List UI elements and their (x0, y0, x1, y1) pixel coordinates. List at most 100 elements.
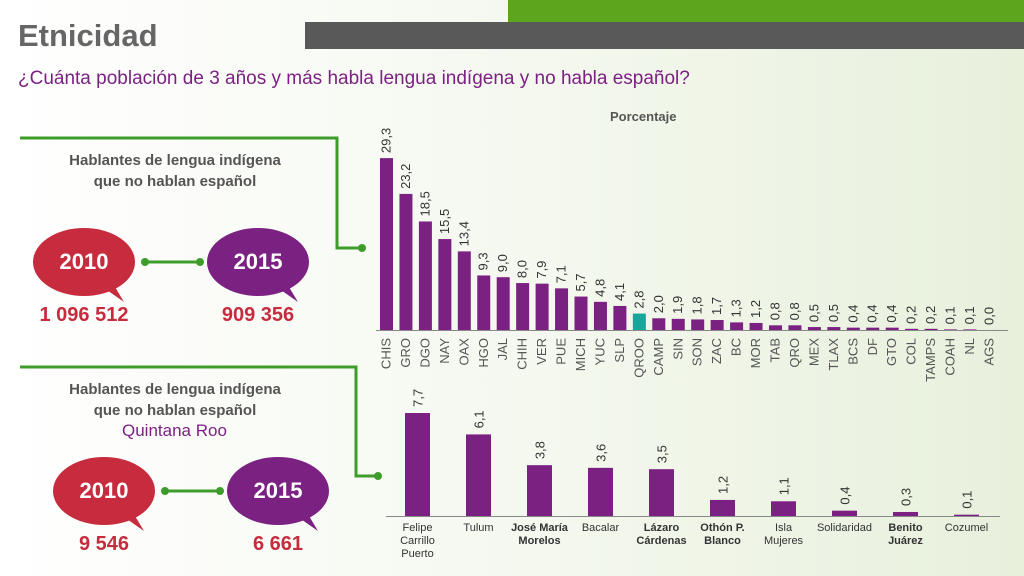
state-value-label: 1,7 (709, 297, 724, 315)
state-bar-slp (613, 305, 627, 330)
bottom-connector-dot (374, 472, 382, 480)
state-value-label: 18,5 (417, 191, 432, 216)
state-tick-label: COL (904, 338, 919, 365)
state-bar-mich (574, 296, 588, 330)
state-bar-yuc (593, 301, 607, 330)
top-year-b: 2015 (233, 249, 283, 274)
state-value-label: 0,4 (884, 305, 899, 323)
state-bar-qro (788, 325, 802, 330)
bottom-bubble-b (227, 457, 329, 531)
bottom-count-a: 9 546 (78, 533, 130, 555)
top-box-heading: Hablantes de lengua indígena que no habl… (20, 150, 330, 192)
bottom-box-heading-line2: que no hablan español (93, 402, 257, 419)
state-tick-label: MOR (748, 338, 763, 368)
bottom-bubble-a (53, 457, 155, 531)
state-tick-label: SIN (670, 338, 685, 360)
state-tick-label: MEX (806, 338, 821, 367)
state-tick-label: CHIH (515, 338, 530, 370)
municipio-bar (527, 465, 552, 516)
state-tick-label: HGO (476, 338, 491, 368)
municipio-tick-label: Solidaridad (816, 522, 873, 534)
top-count-a: 1 096 512 (39, 304, 129, 326)
top-count-b: 909 356 (221, 304, 295, 326)
state-value-label: 13,4 (456, 221, 471, 246)
municipio-value-label: 1,2 (716, 476, 731, 494)
state-value-label: 0,2 (923, 306, 938, 324)
bottom-box-heading: Hablantes de lengua indígena que no habl… (20, 379, 330, 421)
state-tick-label: MICH (573, 338, 588, 371)
state-bar-son (691, 319, 705, 330)
state-bar-dgo (418, 221, 432, 330)
state-bar-bcs (846, 327, 860, 330)
state-tick-label: PUE (554, 338, 569, 365)
state-bar-ver (535, 283, 549, 330)
municipio-bar (466, 434, 491, 516)
state-bar-qroo (632, 313, 646, 330)
state-value-label: 0,2 (904, 306, 919, 324)
state-value-label: 4,8 (592, 279, 607, 297)
state-bar-sin (671, 318, 685, 330)
state-bar-col (905, 328, 919, 330)
municipio-bar (405, 413, 430, 516)
bottom-year-b: 2015 (253, 478, 303, 503)
state-bar-bc (730, 322, 744, 330)
state-tick-label: VER (534, 338, 549, 365)
top-box-heading-line1: Hablantes de lengua indígena (69, 152, 281, 169)
state-bar-zac (710, 320, 724, 330)
municipio-tick-label: Isla Mujeres (763, 522, 804, 547)
state-bar-gto (885, 327, 899, 330)
municipio-tick-label: Tulum (463, 522, 494, 534)
municipio-value-label: 7,7 (411, 389, 426, 407)
state-tick-label: AGS (981, 338, 996, 366)
municipio-tick-label: José María Morelos (511, 522, 568, 547)
bottom-count-b: 6 661 (252, 533, 304, 555)
state-tick-label: CAMP (651, 338, 666, 376)
state-tick-label: SON (690, 338, 705, 366)
state-tick-label: CHIS (379, 338, 394, 369)
state-bar-tlax (827, 327, 841, 330)
state-value-label: 0,0 (981, 307, 996, 325)
state-bar-camp (652, 318, 666, 330)
state-bar-chih (516, 283, 530, 330)
state-value-label: 1,2 (748, 300, 763, 318)
state-bar-chis (380, 158, 393, 330)
top-box-heading-line2: que no hablan español (93, 173, 257, 190)
state-tick-label: GTO (884, 338, 899, 366)
page-subtitle: ¿Cuánta población de 3 años y más habla … (18, 68, 690, 89)
bottom-region: Quintana Roo (122, 421, 227, 440)
bottom-year-a: 2010 (79, 478, 129, 503)
state-tick-label: QRO (787, 338, 802, 368)
state-bar-coah (944, 329, 958, 330)
bottom-box-heading-line1: Hablantes de lengua indígena (69, 381, 281, 398)
state-tick-label: JAL (495, 338, 510, 360)
municipio-tick-label: Benito Juárez (888, 522, 923, 547)
chart-title: Porcentaje (610, 109, 677, 124)
state-value-label: 1,8 (690, 296, 705, 314)
state-value-label: 5,7 (573, 273, 588, 291)
municipio-value-label: 3,8 (533, 441, 548, 459)
state-tick-label: DF (865, 338, 880, 355)
state-bar-pue (555, 288, 569, 330)
state-value-label: 0,4 (865, 305, 880, 323)
state-bar-jal (496, 277, 510, 330)
state-tick-label: NL (962, 338, 977, 355)
state-tick-label: COAH (943, 338, 958, 376)
state-bar-tab (769, 325, 782, 330)
state-tick-label: BCS (845, 338, 860, 365)
municipio-tick-label: Lázaro Cárdenas (636, 522, 687, 547)
state-value-label: 1,9 (670, 296, 685, 314)
state-bar-nay (438, 239, 452, 330)
state-value-label: 4,1 (612, 283, 627, 301)
header-accent-green (508, 0, 1024, 22)
state-bar-hgo (477, 275, 491, 330)
top-bubble-a (33, 228, 135, 302)
state-tick-label: NAY (437, 338, 452, 364)
state-bar-mex (807, 327, 821, 330)
state-tick-label: SLP (612, 338, 627, 363)
state-value-label: 9,0 (495, 254, 510, 272)
state-tick-label: TAB (768, 338, 783, 362)
state-bar-gro (399, 193, 413, 330)
